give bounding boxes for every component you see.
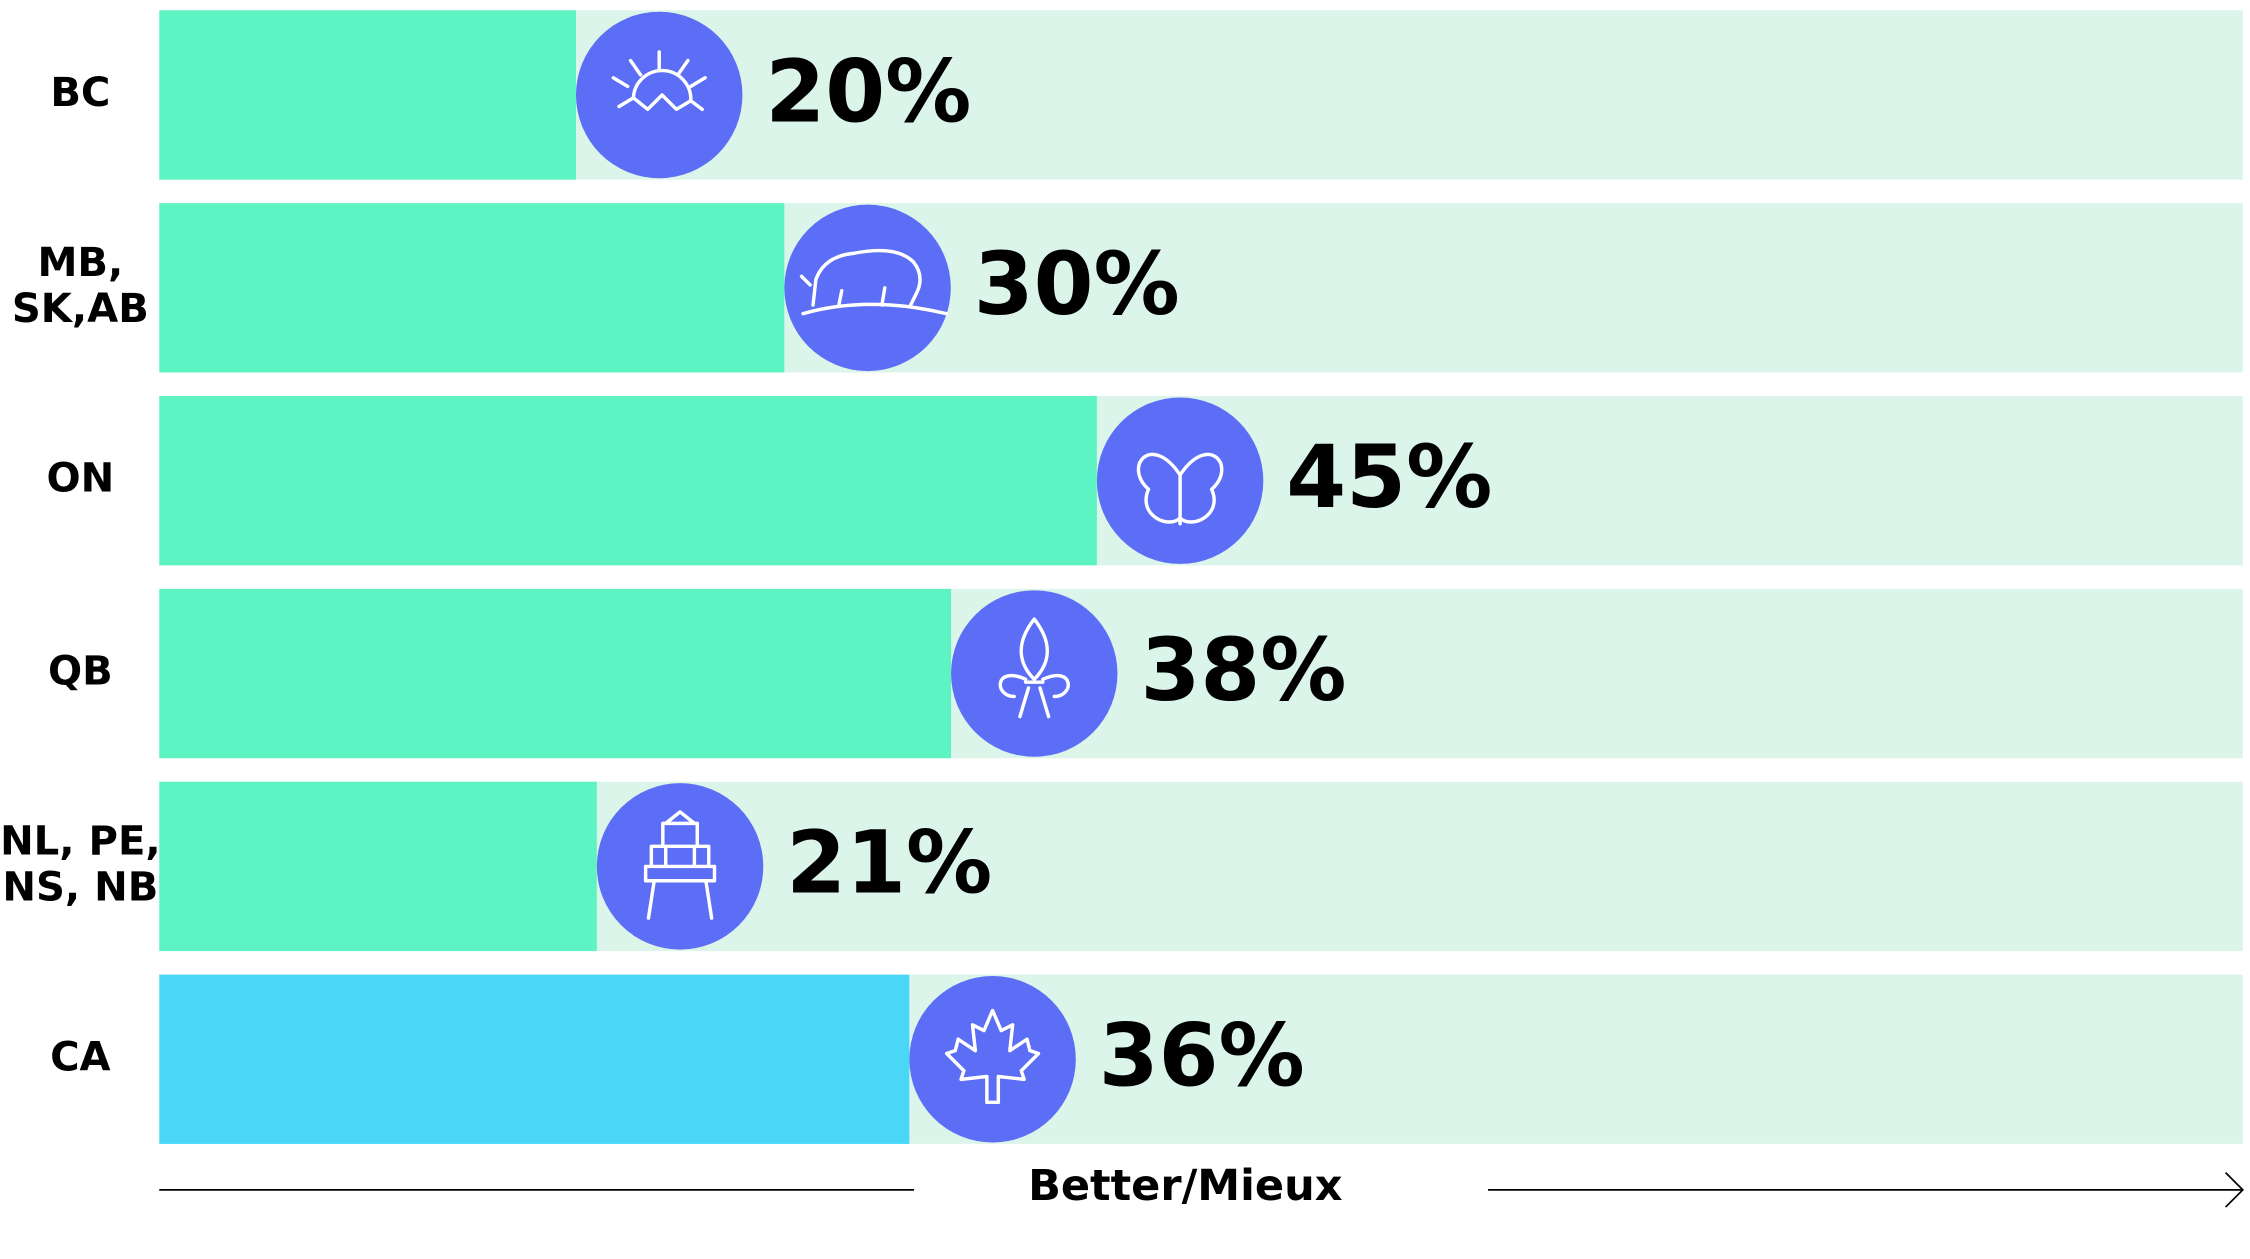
- y-tick-label-line: BC: [50, 70, 110, 116]
- bar-icon-glyph: [799, 248, 949, 316]
- y-tick-label-line: NS, NB: [2, 864, 158, 910]
- y-tick-label-line: QB: [48, 649, 113, 695]
- bar: [159, 781, 597, 952]
- bar-icon-glyph: [1136, 452, 1224, 526]
- y-tick-label: QB: [48, 649, 113, 695]
- bar-icon: [575, 11, 743, 179]
- value-label: 20%: [765, 42, 971, 142]
- y-tick-label: BC: [50, 70, 110, 116]
- y-tick-label-line: SK,AB: [12, 286, 149, 332]
- y-tick-label-line: CA: [50, 1034, 111, 1080]
- value-label: 45%: [1286, 428, 1492, 528]
- y-tick-label: ON: [46, 456, 114, 502]
- bar-icon-glyph: [944, 1008, 1041, 1105]
- axis-arrow: [2224, 1172, 2245, 1208]
- bar: [159, 588, 952, 759]
- bar: [159, 396, 1097, 566]
- value-label: 38%: [1140, 621, 1346, 721]
- bar-icon-glyph: [643, 810, 717, 920]
- bar-icon: [784, 204, 951, 372]
- value-label: 36%: [1099, 1007, 1305, 1107]
- y-tick-label-line: ON: [46, 456, 114, 502]
- y-tick-label: MB, SK,AB: [12, 240, 149, 332]
- y-tick-label-line: MB,: [37, 240, 123, 286]
- value-label: 21%: [786, 814, 992, 914]
- y-tick-label-line: NL, PE,: [0, 818, 161, 864]
- y-tick-label: NL, PE, NS, NB: [0, 818, 161, 910]
- bar-icon: [909, 976, 1076, 1143]
- bar: [159, 10, 576, 180]
- value-label: 30%: [974, 235, 1180, 335]
- x-axis-label: Better/Mieux: [1028, 1161, 1343, 1211]
- bar-icon-glyph: [611, 50, 707, 112]
- bar: [159, 974, 910, 1144]
- y-tick-label: CA: [50, 1034, 111, 1080]
- bar-icon: [951, 590, 1118, 757]
- bar-icon-glyph: [998, 617, 1070, 719]
- bar: [159, 203, 785, 373]
